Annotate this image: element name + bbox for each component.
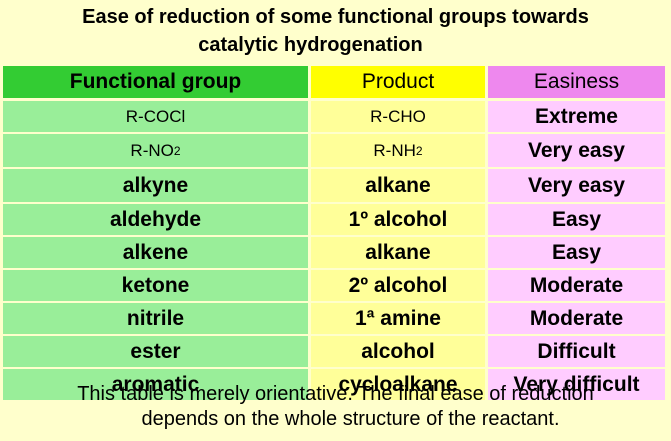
cell-product: 1º alcohol [311, 204, 485, 235]
footnote-line-2: depends on the whole structure of the re… [141, 408, 560, 430]
cell-product: cycloalkane [311, 369, 485, 400]
table-row: aromatic cycloalkane Very difficult [3, 369, 668, 400]
cell-group: aldehyde [3, 204, 308, 235]
cell-easiness: Moderate [488, 303, 665, 334]
table-row: ester alcohol Difficult [3, 336, 668, 367]
cell-product: 1ª amine [311, 303, 485, 334]
header-functional-group: Functional group [3, 66, 308, 98]
table-row: nitrile 1ª amine Moderate [3, 303, 668, 334]
cell-easiness: Extreme [488, 101, 665, 132]
title-line-2: catalytic hydrogenation [198, 34, 423, 56]
cell-group: alkene [3, 237, 308, 268]
cell-group: aromatic [3, 369, 308, 400]
cell-easiness: Very difficult [488, 369, 665, 400]
cell-product: R-CHO [311, 101, 485, 132]
cell-product: alcohol [311, 336, 485, 367]
cell-easiness: Moderate [488, 270, 665, 301]
reduction-table: Functional group Product Easiness R-COCl… [3, 66, 668, 402]
table-header-row: Functional group Product Easiness [3, 66, 668, 98]
cell-product-subscript: 2 [415, 143, 423, 158]
header-easiness: Easiness [488, 66, 665, 98]
table-row: alkene alkane Easy [3, 237, 668, 268]
cell-product: R-NH 2 [311, 134, 485, 167]
footnote: This table is merely orientative. The fi… [0, 382, 671, 432]
cell-easiness: Difficult [488, 336, 665, 367]
footnote-line-1: This table is merely orientative. The fi… [77, 383, 594, 405]
cell-easiness: Easy [488, 204, 665, 235]
header-product: Product [311, 66, 485, 98]
cell-easiness: Easy [488, 237, 665, 268]
cell-group: ester [3, 336, 308, 367]
cell-easiness: Very easy [488, 134, 665, 167]
table-row: aldehyde 1º alcohol Easy [3, 204, 668, 235]
title-line-1: Ease of reduction of some functional gro… [82, 6, 589, 28]
cell-product: alkane [311, 169, 485, 202]
cell-product: 2º alcohol [311, 270, 485, 301]
table-row: R-COCl R-CHO Extreme [3, 101, 668, 132]
cell-group: ketone [3, 270, 308, 301]
cell-group-main: R-NO [130, 140, 174, 160]
cell-group: nitrile [3, 303, 308, 334]
cell-group: alkyne [3, 169, 308, 202]
cell-group-subscript: 2 [173, 143, 181, 158]
cell-group: R-NO 2 [3, 134, 308, 167]
cell-product-main: R-NH [373, 140, 416, 160]
table-row: alkyne alkane Very easy [3, 169, 668, 202]
cell-group: R-COCl [3, 101, 308, 132]
table-row: R-NO 2 R-NH 2 Very easy [3, 134, 668, 167]
table-row: ketone 2º alcohol Moderate [3, 270, 668, 301]
cell-easiness: Very easy [488, 169, 665, 202]
page-title: Ease of reduction of some functional gro… [0, 3, 671, 59]
cell-product: alkane [311, 237, 485, 268]
